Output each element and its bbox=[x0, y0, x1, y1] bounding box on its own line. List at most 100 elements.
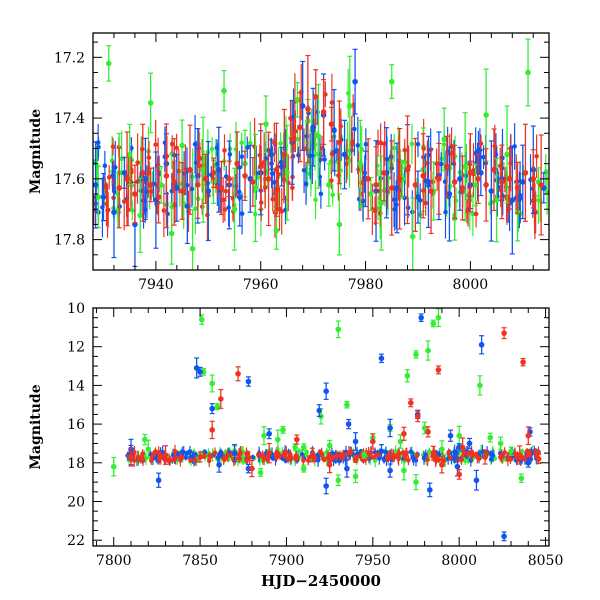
data-point bbox=[378, 355, 385, 362]
data-point bbox=[261, 432, 267, 439]
data-point bbox=[247, 140, 253, 146]
data-point bbox=[355, 143, 361, 148]
y-tick-label: 16 bbox=[67, 417, 85, 433]
data-point bbox=[446, 450, 451, 455]
data-point bbox=[214, 145, 220, 151]
data-point bbox=[222, 207, 228, 212]
data-point bbox=[397, 438, 404, 445]
data-point bbox=[330, 192, 335, 198]
data-point bbox=[231, 206, 238, 213]
data-point bbox=[446, 191, 453, 197]
data-point bbox=[316, 407, 323, 414]
data-point bbox=[488, 188, 495, 194]
data-point bbox=[299, 103, 306, 109]
data-point bbox=[365, 176, 371, 182]
data-point bbox=[508, 448, 514, 454]
data-point bbox=[476, 456, 482, 462]
data-point bbox=[209, 380, 215, 387]
data-point bbox=[187, 166, 193, 173]
data-point bbox=[106, 175, 112, 180]
data-point bbox=[349, 449, 354, 454]
data-point bbox=[499, 454, 505, 460]
data-point bbox=[130, 208, 135, 213]
data-point bbox=[310, 153, 315, 159]
y-tick-label: 17.6 bbox=[54, 172, 85, 188]
data-point bbox=[544, 189, 549, 195]
data-point bbox=[414, 413, 421, 420]
data-point bbox=[209, 405, 215, 412]
data-point bbox=[156, 450, 161, 456]
y-tick-label: 18 bbox=[67, 456, 85, 472]
data-point bbox=[189, 245, 196, 252]
data-point bbox=[273, 227, 280, 234]
data-point bbox=[519, 448, 525, 454]
data-point bbox=[179, 188, 185, 194]
data-point bbox=[266, 450, 272, 456]
data-point bbox=[155, 477, 162, 484]
data-point bbox=[110, 144, 116, 149]
data-point bbox=[105, 208, 110, 213]
y-tick-label: 14 bbox=[67, 378, 85, 394]
data-point bbox=[102, 163, 108, 169]
data-point bbox=[215, 166, 222, 173]
data-point bbox=[284, 169, 290, 176]
data-point bbox=[252, 185, 259, 191]
data-point bbox=[179, 142, 185, 149]
data-point bbox=[234, 160, 240, 167]
data-point bbox=[415, 194, 421, 200]
data-point bbox=[525, 459, 532, 466]
data-point bbox=[413, 479, 419, 485]
data-point bbox=[469, 451, 475, 457]
data-point bbox=[301, 167, 307, 173]
data-point bbox=[326, 182, 332, 188]
data-point bbox=[502, 450, 507, 455]
data-point bbox=[336, 221, 343, 228]
y-tick-label: 17.4 bbox=[54, 111, 85, 127]
data-point bbox=[297, 124, 303, 130]
data-point bbox=[448, 455, 453, 461]
data-point bbox=[158, 182, 164, 188]
data-point bbox=[244, 458, 249, 463]
data-point bbox=[184, 203, 191, 209]
data-point bbox=[435, 367, 442, 373]
data-point bbox=[212, 450, 218, 455]
data-point bbox=[352, 456, 359, 462]
data-point bbox=[318, 191, 324, 197]
data-point bbox=[472, 182, 479, 188]
data-point bbox=[475, 176, 482, 182]
data-point bbox=[257, 469, 264, 476]
data-point bbox=[388, 185, 395, 191]
bottom-light-curve-panel: 7800 7850 7900 7950 8000 8050 10 12 14 16 18 20 22 Ma… bbox=[28, 301, 563, 590]
data-point bbox=[278, 163, 285, 170]
data-point bbox=[352, 126, 357, 132]
data-point bbox=[428, 188, 434, 194]
data-point bbox=[149, 458, 154, 463]
data-point bbox=[105, 60, 112, 67]
data-point bbox=[387, 452, 393, 458]
data-point bbox=[257, 163, 264, 170]
data-point bbox=[195, 182, 201, 188]
data-point bbox=[402, 454, 408, 459]
data-point bbox=[293, 128, 298, 134]
data-point bbox=[231, 450, 238, 456]
data-point bbox=[192, 142, 198, 147]
data-point bbox=[344, 465, 350, 472]
data-point bbox=[187, 449, 193, 454]
data-point bbox=[404, 372, 411, 379]
y-axis-label: Magnitude bbox=[28, 384, 44, 469]
data-point bbox=[344, 161, 349, 167]
data-point bbox=[218, 449, 224, 455]
data-point bbox=[451, 179, 458, 185]
data-point bbox=[323, 483, 329, 489]
data-point bbox=[418, 314, 424, 321]
data-point bbox=[294, 97, 301, 103]
data-point bbox=[370, 438, 376, 445]
data-point bbox=[506, 176, 513, 182]
data-point bbox=[165, 458, 171, 463]
data-point bbox=[408, 400, 414, 406]
data-point bbox=[142, 436, 148, 443]
data-point bbox=[478, 341, 485, 348]
data-point bbox=[423, 200, 428, 206]
data-point bbox=[323, 388, 329, 395]
data-point bbox=[345, 421, 352, 427]
